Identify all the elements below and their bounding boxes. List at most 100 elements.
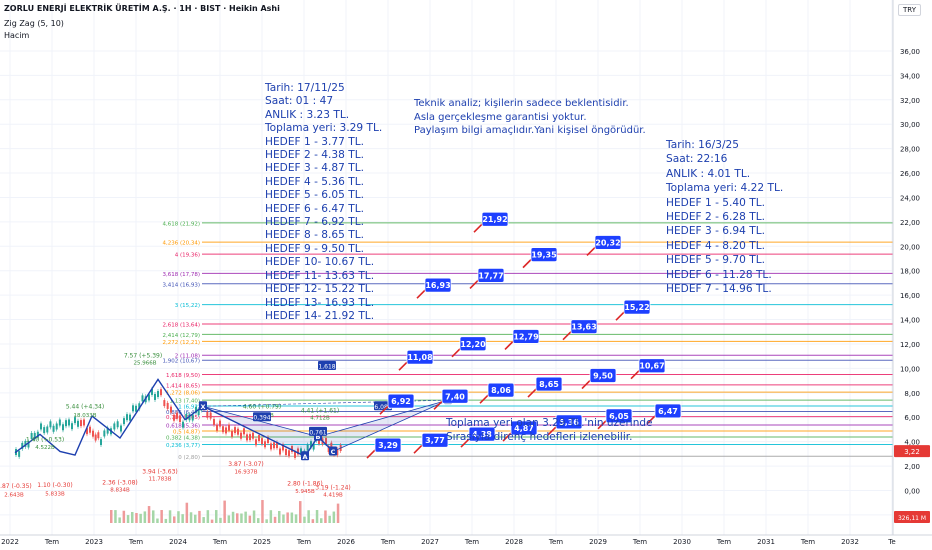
candle-body [222, 426, 224, 433]
pattern-point-box [301, 451, 309, 461]
note-left-line: HEDEF 1 - 3.77 TL. [265, 135, 364, 148]
note-left-line: HEDEF 6 - 6.47 TL. [265, 202, 364, 215]
fib-level-label: 1,13 (7,40) [169, 399, 200, 405]
candle-body [206, 411, 209, 418]
candle-body [252, 432, 254, 439]
candle-body [80, 420, 82, 427]
volume-bar [168, 510, 172, 523]
note-left-line: Saat: 01 : 47 [265, 95, 334, 108]
time-tick-label: 2027 [421, 538, 439, 546]
time-tick-label: 2032 [841, 538, 859, 546]
time-tick-label: Tem [296, 538, 311, 546]
target-label: 6,05 [609, 412, 629, 421]
target-label: 16,93 [425, 281, 450, 290]
target-box [487, 382, 515, 398]
fib-level-label: 1,414 (8,65) [166, 383, 200, 389]
target-label: 13,63 [571, 323, 596, 332]
candle-body [191, 414, 194, 421]
candle-body [33, 432, 36, 439]
zigzag-labels: 5.44 (+4.34) 18.033B 7.57 (+5.39) 25.966B 4.… [0, 352, 351, 498]
volume-bar [236, 513, 239, 523]
fib-level-label: 1 (6,92) [178, 405, 200, 411]
zigzag-label: 2.36 (-3.08) [102, 479, 137, 486]
candle-body [282, 444, 284, 451]
note-left-line: HEDEF 14- 21.92 TL. [265, 309, 375, 322]
candle-body [138, 403, 141, 410]
note-left-line: Tarih: 17/11/25 [265, 82, 345, 94]
symbol-title: ZORLU ENERJİ ELEKTRİK ÜRETİM A.Ş. · 1H ·… [4, 4, 280, 13]
target-label: 5,36 [559, 418, 579, 427]
volume-bars [110, 500, 340, 523]
volume-bar [189, 512, 193, 523]
candle-body [273, 442, 275, 449]
candle-body [336, 449, 339, 456]
target-box [441, 388, 469, 404]
time-tick-label: 2028 [505, 538, 523, 546]
volume-indicator-label[interactable]: Hacim [4, 31, 30, 40]
candle-body [52, 425, 55, 432]
volume-bar [320, 518, 323, 523]
candle-body [300, 448, 302, 455]
time-axis: 2022 Tem 2023 Tem 2024 Tem 2025 Tem 2026 Tem 2027 T… [0, 534, 932, 546]
pattern-ratio-label: 6,088 [374, 404, 391, 411]
target-box [654, 403, 682, 419]
candle-body [68, 419, 70, 426]
note-right-line: HEDEF 7 - 14.96 TL. [666, 283, 772, 296]
candle-body [240, 432, 242, 439]
last-price-label: 3,22 [904, 448, 920, 456]
time-tick-label: 2026 [337, 538, 355, 546]
note-left-line: HEDEF 3 - 4.87 TL. [265, 162, 364, 175]
volume-bar [223, 500, 226, 523]
candle-body [219, 420, 221, 427]
currency-badge[interactable]: TRY [898, 4, 921, 16]
fib-level-label: 3,618 (17,78) [162, 272, 200, 278]
fib-level-label: 3,414 (16,93) [162, 282, 200, 288]
volume-bar [210, 519, 214, 523]
zigzag-label: 5.44 (+4.34) [66, 404, 104, 411]
candle-body [157, 391, 159, 398]
fib-level-label: 0 (2,80) [178, 455, 200, 461]
target-box [421, 432, 449, 448]
note-middle-line: Asla gerçekleşme garantisi yoktur. [414, 111, 587, 123]
volume-bar [299, 501, 302, 523]
time-tick-label: Tem [464, 538, 479, 546]
candle-body [176, 412, 178, 419]
candle-body [195, 406, 197, 413]
note-left-line: HEDEF 12- 15.22 TL. [265, 283, 375, 296]
candle-body [160, 389, 162, 396]
candle-body [132, 405, 134, 412]
zigzag-label: 11.783B [148, 477, 171, 483]
target-label: 17,77 [478, 271, 503, 280]
candle-body [237, 428, 239, 435]
candle-body [30, 432, 33, 439]
pattern-triangle-bcd [317, 399, 449, 453]
target-box [594, 235, 622, 250]
note-left-line: ANLIK : 3.23 TL. [265, 108, 350, 121]
candle-body [74, 417, 76, 424]
volume-bar [185, 502, 189, 523]
target-box [512, 329, 540, 344]
candle-body [173, 414, 175, 421]
target-label: 20,32 [595, 238, 620, 247]
candle-body [267, 437, 269, 444]
candle-body [327, 446, 330, 453]
volume-bar [282, 514, 285, 523]
price-tick-label: 30,00 [900, 121, 920, 129]
price-tick-label: 18,00 [900, 268, 920, 276]
zigzag-indicator-label[interactable]: Zig Zag (5, 10) [4, 19, 64, 28]
time-tick-label: Te [887, 538, 895, 546]
volume-bar [315, 510, 319, 523]
candle-body [18, 450, 21, 457]
fib-level-label: 1,272 (8,06) [166, 391, 200, 397]
candle-body [151, 388, 153, 395]
fib-level-label: 0,382 (4,38) [166, 436, 200, 442]
pattern-ratio-box [309, 426, 327, 436]
target-box [623, 299, 651, 315]
disclaimer-note: Teknik analiz; kişilerin sadece beklenti… [414, 97, 646, 138]
candle-body [185, 413, 188, 420]
volume-bar [252, 510, 256, 523]
candle-body [86, 428, 88, 435]
time-tick-label: Tem [212, 538, 227, 546]
target-label: 9,50 [593, 372, 613, 381]
candle-body [36, 431, 39, 438]
